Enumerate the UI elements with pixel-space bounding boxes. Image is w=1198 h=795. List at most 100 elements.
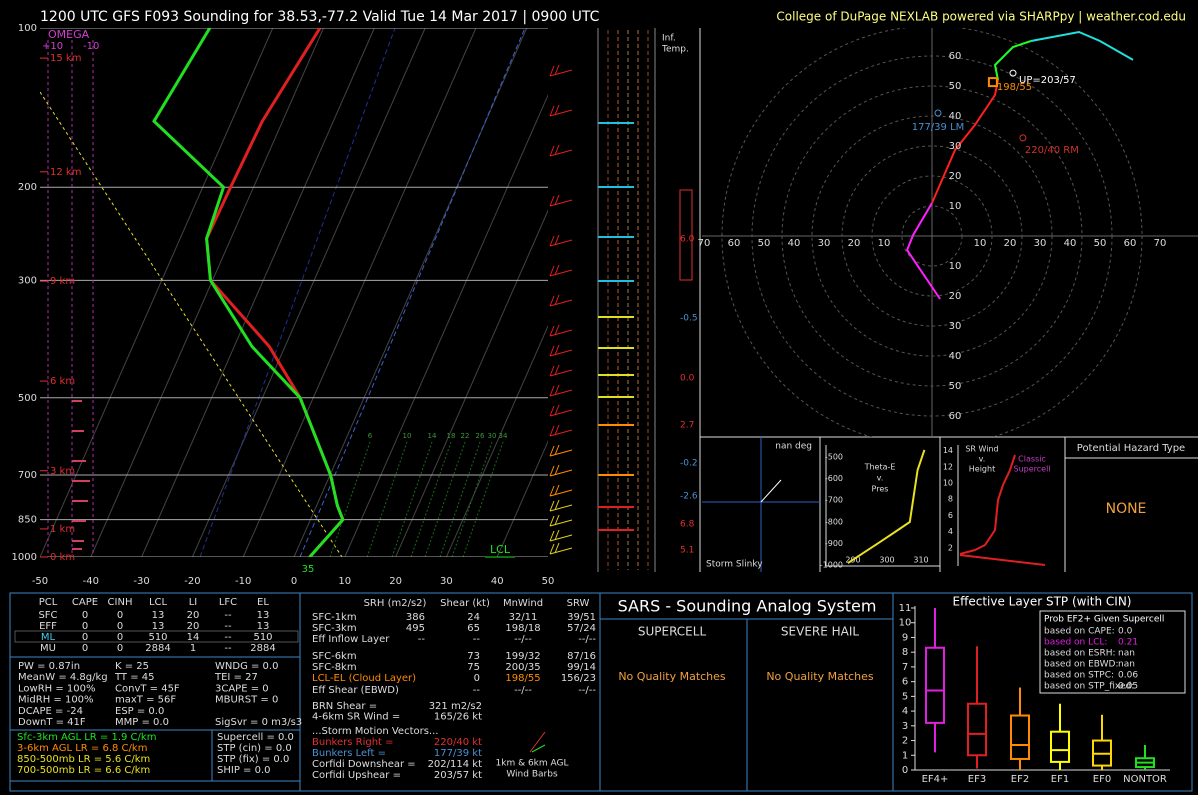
omega-bar: [72, 460, 86, 462]
y-tick-label: 4: [902, 706, 908, 717]
kin-value: 203/57 kt: [434, 770, 482, 781]
hodo-tick-label: 20: [848, 238, 861, 249]
table-cell: 14: [187, 632, 200, 643]
index-text: 3CAPE = 0: [215, 683, 269, 694]
kin-label: 4-6km SR Wind =: [312, 712, 400, 723]
table-cell: 198/55: [505, 673, 540, 684]
table-cell: 39/51: [567, 612, 596, 623]
composite-index: STP (fix) = 0.0: [217, 754, 289, 765]
table-header: PCL: [39, 597, 58, 608]
y-tick-label: 9: [902, 632, 908, 643]
table-cell: 199/32: [505, 651, 540, 662]
x-tick-label: -50: [32, 576, 48, 587]
wind-barb: [554, 294, 560, 306]
wind-barb: [549, 425, 555, 437]
index-text: maxT = 56F: [115, 695, 176, 706]
height-label: 0 km: [50, 552, 75, 563]
hodo-tick-label: 20: [949, 291, 962, 302]
wind-barb: [549, 235, 555, 247]
x-tick-label: 20: [389, 576, 402, 587]
mixing-ratio-line: [439, 441, 481, 557]
index-text: ESP = 0.0: [115, 706, 164, 717]
row-highlight: [14, 630, 299, 643]
table-cell: 0: [82, 621, 88, 632]
table-cell: 200/35: [505, 662, 540, 673]
height-label: 15 km: [50, 53, 81, 64]
theta-y-label: -800: [825, 517, 843, 526]
y-tick-label: 850: [18, 515, 37, 526]
table-cell: SFC-6km: [312, 651, 357, 662]
kin-label: Bunkers Right =: [312, 737, 394, 748]
index-text: MidRH = 100%: [18, 695, 94, 706]
table-cell: 0: [117, 632, 123, 643]
x-tick-label: 30: [440, 576, 453, 587]
srw-title: Height: [969, 465, 995, 474]
inflection-title: Inf.: [662, 34, 676, 44]
barb-icon: [531, 744, 546, 753]
prob-label: based on ESRH:: [1044, 649, 1116, 659]
hodo-tick-label: 60: [949, 411, 962, 422]
x-tick-label: EF2: [1011, 774, 1029, 785]
hodo-tick-label: 50: [758, 238, 771, 249]
table-cell: --: [224, 632, 232, 643]
table-cell: --: [418, 634, 426, 645]
slinky-title: Storm Slinky: [706, 560, 763, 570]
table-cell: --/--: [514, 685, 532, 696]
mixing-ratio-line: [391, 441, 433, 557]
hodo-tick-label: 30: [949, 141, 962, 152]
hazard-value: NONE: [1106, 501, 1147, 517]
table-cell: SFC-8km: [312, 662, 357, 673]
hodo-marker: [1019, 134, 1027, 142]
prob-label: based on STPC:: [1044, 671, 1114, 681]
index-text: MBURST = 0: [215, 695, 278, 706]
srw-label: Supercell: [1013, 465, 1050, 474]
isotherm: [90, 28, 325, 557]
table-cell: 1: [190, 643, 196, 654]
index-text: DCAPE = -24: [18, 706, 83, 717]
table-cell: 0: [82, 643, 88, 654]
wind-barb: [549, 65, 555, 77]
barb-icon: [529, 731, 546, 753]
index-text: PW = 0.87in: [18, 661, 80, 672]
mixing-ratio-line: [410, 441, 452, 557]
wind-barb: [549, 199, 573, 207]
mixing-ratio-label: 18: [447, 432, 456, 440]
mixing-ratio-line: [424, 441, 466, 557]
table-cell: SFC-1km: [312, 612, 357, 623]
table-cell: 13: [152, 621, 165, 632]
mixing-ratio-line: [329, 441, 371, 557]
table-cell: 13: [257, 621, 270, 632]
table-cell: 87/16: [567, 651, 596, 662]
table-cell: 495: [406, 623, 425, 634]
x-tick-label: 40: [491, 576, 504, 587]
hazard-title: Potential Hazard Type: [1077, 443, 1185, 454]
y-tick-label: 5: [902, 691, 908, 702]
table-cell: ML: [41, 632, 56, 643]
x-tick-label: -20: [184, 576, 200, 587]
omega-bar: [72, 400, 82, 402]
wind-barb: [549, 469, 573, 477]
x-tick-label: -10: [235, 576, 251, 587]
isotherm: [445, 324, 548, 557]
wind-barb: [549, 345, 555, 357]
kin-value: 165/26 kt: [434, 712, 482, 723]
inflection-title: Temp.: [661, 45, 689, 55]
index-text: WNDG = 0.0: [215, 661, 278, 672]
sars-title: SARS - Sounding Analog System: [618, 597, 877, 616]
hodo-marker: [987, 77, 998, 88]
wind-barb: [549, 405, 555, 417]
wind-barb: [549, 329, 573, 337]
box: [1010, 714, 1030, 760]
hodo-tick-label: 70: [1154, 238, 1167, 249]
wind-barb: [549, 265, 555, 277]
hodo-tick-label: 10: [974, 238, 987, 249]
y-tick-label: 300: [18, 275, 37, 286]
hodo-tick-label: 20: [1004, 238, 1017, 249]
lapse-rate: Sfc-3km AGL LR = 1.9 C/km: [17, 732, 156, 743]
inflection-box: [679, 189, 693, 281]
bottom-frames: [9, 592, 1193, 792]
hodo-ring: [841, 145, 1023, 327]
wind-barb: [549, 534, 573, 542]
